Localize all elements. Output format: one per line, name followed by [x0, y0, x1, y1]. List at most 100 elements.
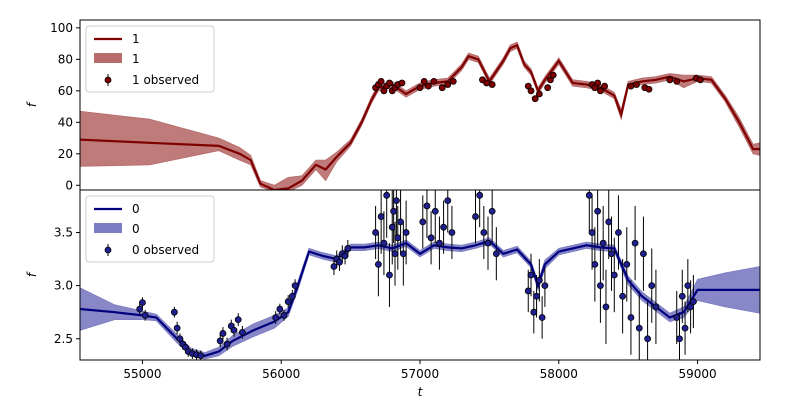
panel-bottom-observed-point: [648, 282, 656, 290]
panel-bottom-observed-point: [635, 324, 643, 332]
panel-bottom-observed-point: [336, 258, 343, 266]
panel-top-observed-point: [449, 77, 457, 85]
panel-top-observed-point: [549, 71, 557, 79]
legend-top-band-swatch: [94, 53, 122, 63]
panel-bottom-observed-point: [640, 250, 647, 258]
panel-bottom-observed-point: [234, 316, 242, 324]
panel-bottom-observed-point: [399, 250, 407, 258]
panel-bottom-xtick-label: 58000: [540, 367, 578, 381]
panel-top-observed-point: [438, 84, 446, 92]
panel-bottom-observed-point: [402, 229, 410, 236]
panel-bottom-observed-point: [176, 335, 184, 343]
panel-bottom-observed-point: [216, 337, 224, 345]
panel-bottom-observed-point: [591, 260, 599, 268]
panel-top-observed-point: [535, 90, 543, 98]
panel-bottom-observed-point: [492, 250, 500, 258]
panel-top-ytick-label: 80: [58, 52, 73, 66]
panel-bottom-observed-point: [344, 245, 352, 252]
panel-bottom-xtick-label: 56000: [262, 367, 300, 381]
panel-bottom-observed-point: [391, 250, 399, 258]
panel-bottom-observed-point: [238, 328, 246, 336]
panel-top-legend: 1 1 1 observed: [85, 25, 215, 93]
panel-bottom-observed-point: [631, 239, 639, 247]
panel-bottom-observed-point: [689, 298, 697, 305]
panel-bottom-observed-point: [423, 202, 431, 210]
panel-bottom: 2.53.03.5 55000 56000 57000 58000 59000 f t …: [25, 189, 761, 399]
panel-bottom-observed-point: [173, 324, 181, 332]
panel-bottom-observed-point: [530, 308, 538, 316]
panel-bottom-ylabel: f: [25, 271, 39, 277]
panel-bottom-observed-point: [393, 197, 400, 205]
panel-top-observed-point: [424, 82, 432, 90]
panel-bottom-observed-point: [444, 197, 452, 205]
panel-bottom-xtick-label: 55000: [123, 367, 161, 381]
panel-bottom-observed-point: [594, 207, 602, 215]
panel-bottom-observed-point: [615, 229, 622, 236]
legend-top-line-label: 1: [132, 32, 140, 46]
panel-bottom-observed-point: [623, 260, 631, 268]
legend-bottom-band-swatch: [94, 223, 122, 233]
panel-bottom-observed-point: [197, 352, 205, 360]
panel-top-observed-point: [594, 79, 602, 87]
panel-bottom-observed-point: [223, 340, 231, 348]
panel-bottom-observed-point: [535, 276, 543, 284]
panel-bottom-observed-point: [141, 311, 149, 319]
panel-top-observed-point: [444, 81, 452, 88]
panel-bottom-observed-point: [484, 239, 492, 247]
panel-top-observed-point: [488, 81, 496, 88]
panel-bottom-observed-point: [599, 239, 607, 247]
panel-bottom-observed-point: [588, 229, 596, 236]
panel-bottom-observed-point: [472, 213, 479, 220]
panel-bottom-observed-point: [652, 303, 660, 311]
panel-bottom-ytick-label: 2.5: [54, 332, 73, 346]
panel-bottom-ytick-label: 3.0: [54, 279, 73, 293]
panel-bottom-observed-point: [597, 282, 604, 290]
panel-bottom-observed-point: [230, 326, 238, 334]
panel-top-ytick-label: 0: [65, 178, 73, 192]
panel-top-ytick-label: 20: [58, 147, 73, 161]
panel-bottom-observed-point: [374, 260, 382, 268]
panel-bottom-observed-point: [341, 252, 349, 260]
panel-bottom-observed-point: [687, 303, 695, 311]
panel-bottom-xlabel: t: [418, 385, 424, 399]
panel-bottom-observed-point: [219, 330, 227, 337]
panel-bottom-observed-point: [288, 292, 296, 300]
legend-top-observed-label: 1 observed: [132, 73, 199, 87]
panel-bottom-observed-point: [136, 305, 144, 313]
panel-bottom-observed-point: [533, 292, 540, 300]
panel-bottom-observed-point: [431, 207, 439, 215]
panel-top-observed-point: [627, 82, 635, 90]
panel-bottom-observed-point: [608, 250, 615, 258]
panel-top-observed-point: [666, 76, 674, 84]
panel-bottom-observed-point: [684, 282, 692, 290]
panel-top-observed-point: [483, 79, 491, 87]
legend-bottom-band-label: 0: [132, 222, 140, 236]
panel-top-ytick-label: 100: [50, 21, 73, 35]
panel-top-observed-point: [420, 77, 428, 85]
panel-bottom-xtick-label: 59000: [678, 367, 716, 381]
panel-bottom-observed-point: [436, 239, 443, 247]
panel-top-observed-point: [633, 81, 640, 88]
panel-bottom-model-line: [80, 239, 760, 357]
panel-bottom-observed-point: [676, 335, 683, 343]
panel-bottom-observed-point: [397, 218, 404, 226]
panel-bottom-observed-point: [524, 287, 532, 295]
panel-top-observed-point: [601, 82, 608, 90]
panel-bottom-observed-point: [139, 299, 146, 307]
legend-bottom-point-swatch: [104, 246, 112, 254]
legend-bottom-line-label: 0: [132, 202, 140, 216]
panel-top-observed-point: [645, 85, 653, 93]
panel-top-observed-point: [597, 87, 604, 95]
panel-bottom-observed-point: [527, 271, 535, 279]
panel-bottom-observed-point: [610, 271, 618, 279]
panel-bottom-observed-point: [330, 263, 338, 270]
panel-bottom-observed-point: [170, 308, 178, 316]
panel-bottom-observed-point: [380, 239, 388, 247]
panel-bottom-observed-point: [627, 314, 635, 321]
panel-bottom-observed-point: [372, 229, 379, 236]
panel-top-observed-point: [696, 76, 704, 84]
panel-top: 0 20 40 60 80 100 f 1 1 1 observed: [25, 19, 761, 192]
panel-top-observed-point: [398, 79, 406, 87]
panel-top-ytick-label: 60: [58, 84, 73, 98]
